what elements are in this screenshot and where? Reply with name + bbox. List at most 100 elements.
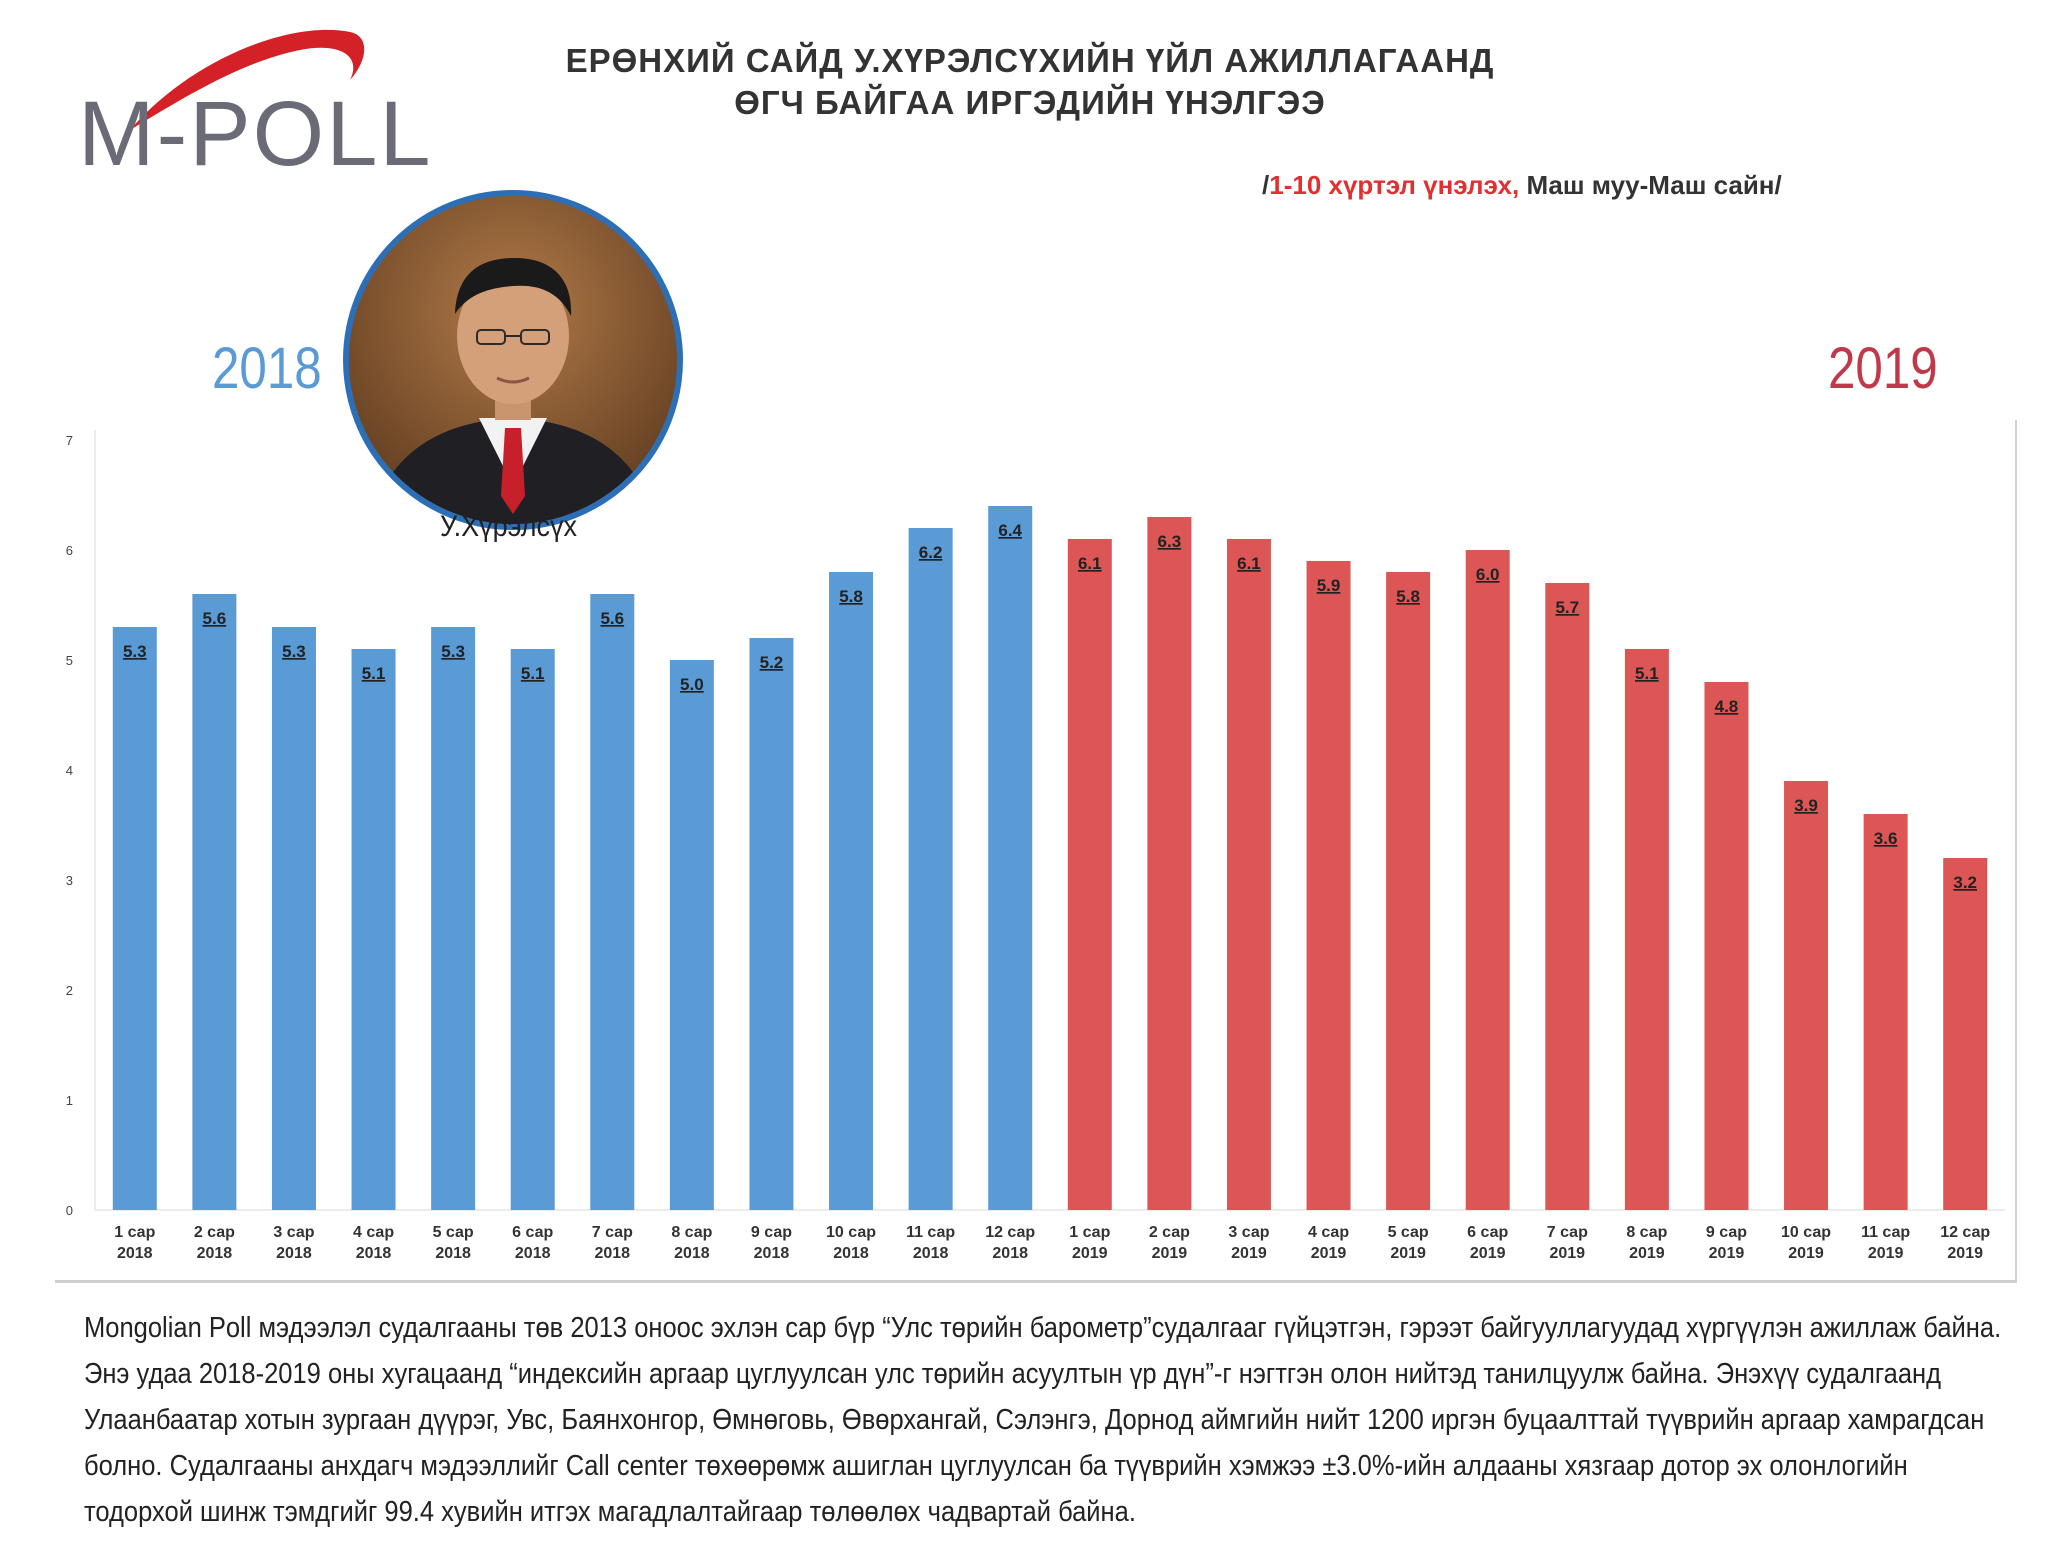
x-tick-label-year: 2018 <box>594 1245 630 1262</box>
x-tick-label-month: 3 сар <box>1228 1224 1269 1241</box>
portrait-caption: У.Хүрэлсүх <box>440 510 578 543</box>
x-tick-label-month: 7 сар <box>1547 1224 1588 1241</box>
x-tick-label-month: 8 сар <box>671 1224 712 1241</box>
bar-value-label: 5.2 <box>760 653 784 672</box>
x-tick-label-year: 2018 <box>674 1245 710 1262</box>
bar-value-label: 4.8 <box>1715 697 1739 716</box>
y-tick-label: 4 <box>66 763 73 778</box>
y-tick-label: 5 <box>66 653 73 668</box>
bar-value-label: 5.9 <box>1317 576 1341 595</box>
x-tick-label-month: 7 сар <box>592 1224 633 1241</box>
y-tick-label: 6 <box>66 543 73 558</box>
scale-note-rest: Маш муу-Маш сайн/ <box>1519 170 1782 200</box>
scale-note-red: 1-10 хүртэл үнэлэх, <box>1269 170 1520 200</box>
bar <box>988 506 1033 1210</box>
bar-value-label: 5.3 <box>123 642 147 661</box>
x-tick-label-month: 4 сар <box>1308 1224 1349 1241</box>
x-tick-label-month: 6 сар <box>1467 1224 1508 1241</box>
person-portrait-icon <box>349 196 677 524</box>
bar <box>1386 572 1431 1210</box>
rating-scale-note: /1-10 хүртэл үнэлэх, Маш муу-Маш сайн/ <box>1262 170 1782 201</box>
bar-value-label: 5.8 <box>1396 587 1420 606</box>
bar <box>1226 539 1271 1210</box>
year-label-2018: 2018 <box>212 336 322 401</box>
bar <box>749 638 794 1210</box>
x-tick-label-month: 1 сар <box>1069 1224 1110 1241</box>
x-tick-label-month: 5 сар <box>1388 1224 1429 1241</box>
bar <box>1306 561 1351 1210</box>
bar <box>669 660 714 1210</box>
bar <box>1147 517 1192 1210</box>
year-label-2019: 2019 <box>1828 336 1938 401</box>
bar-value-label: 3.6 <box>1874 829 1898 848</box>
bar-value-label: 5.0 <box>680 675 704 694</box>
bar-value-label: 5.3 <box>441 642 465 661</box>
bar-value-label: 6.1 <box>1237 554 1261 573</box>
title-line-1: ЕРӨНХИЙ САЙД У.ХҮРЭЛСҮХИЙН ҮЙЛ АЖИЛЛАГАА… <box>565 42 1495 79</box>
x-tick-label-year: 2019 <box>1470 1245 1506 1262</box>
bar <box>829 572 874 1210</box>
x-tick-label-month: 8 сар <box>1626 1224 1667 1241</box>
x-tick-label-month: 4 сар <box>353 1224 394 1241</box>
x-tick-label-month: 10 сар <box>826 1224 876 1241</box>
y-tick-label: 1 <box>66 1093 73 1108</box>
y-tick-label: 7 <box>66 433 73 448</box>
bar <box>1465 550 1510 1210</box>
bar <box>1545 583 1590 1210</box>
bar-value-label: 6.2 <box>919 543 943 562</box>
logo-text: M-POLL <box>78 83 433 185</box>
scale-note-open: / <box>1262 170 1270 200</box>
bar-value-label: 5.7 <box>1555 598 1579 617</box>
bar-value-label: 3.2 <box>1953 873 1977 892</box>
bar-value-label: 5.1 <box>521 664 545 683</box>
bar <box>1943 858 1988 1210</box>
mpoll-logo: M-POLL <box>70 20 431 180</box>
x-tick-label-year: 2019 <box>1788 1245 1824 1262</box>
bar-value-label: 5.6 <box>600 609 624 628</box>
y-tick-label: 2 <box>66 983 73 998</box>
x-tick-label-month: 10 сар <box>1781 1224 1831 1241</box>
bar <box>1067 539 1112 1210</box>
bar <box>590 594 635 1210</box>
title-line-2: ӨГЧ БАЙГАА ИРГЭДИЙН ҮНЭЛГЭЭ <box>734 84 1326 121</box>
bar-value-label: 5.6 <box>203 609 227 628</box>
bar-chart: 0 1 2 3 4 5 6 7 5.3 1 сар 2018 5.6 2 сар 2018 5.3 3 сар… <box>55 420 2017 1283</box>
bar-value-label: 5.3 <box>282 642 306 661</box>
x-tick-label-year: 2018 <box>515 1245 551 1262</box>
x-tick-label-year: 2019 <box>1709 1245 1745 1262</box>
x-tick-label-year: 2018 <box>754 1245 790 1262</box>
bar <box>351 649 396 1210</box>
bar-value-label: 6.0 <box>1476 565 1500 584</box>
logo-swoosh-icon <box>130 29 365 130</box>
x-tick-label-month: 1 сар <box>114 1224 155 1241</box>
y-tick-label: 0 <box>66 1203 73 1218</box>
bar <box>1704 682 1749 1210</box>
x-tick-label-month: 6 сар <box>512 1224 553 1241</box>
bar-chart-svg: 0 1 2 3 4 5 6 7 5.3 1 сар 2018 5.6 2 сар 2018 5.3 3 сар… <box>66 430 2005 1262</box>
bar-value-label: 6.1 <box>1078 554 1102 573</box>
x-tick-label-year: 2019 <box>1947 1245 1983 1262</box>
x-tick-label-year: 2018 <box>276 1245 312 1262</box>
x-tick-label-month: 11 сар <box>1861 1224 1910 1241</box>
portrait-photo <box>343 190 683 530</box>
bar <box>1863 814 1908 1210</box>
methodology-note: Mongolian Poll мэдээлэл судалгааны төв 2… <box>84 1312 2002 1528</box>
y-tick-label: 3 <box>66 873 73 888</box>
x-tick-label-month: 2 сар <box>194 1224 235 1241</box>
x-tick-label-month: 12 сар <box>985 1224 1035 1241</box>
x-tick-label-year: 2018 <box>913 1245 949 1262</box>
bar <box>112 627 157 1210</box>
x-tick-label-month: 9 сар <box>1706 1224 1747 1241</box>
x-tick-label-year: 2019 <box>1152 1245 1188 1262</box>
bar <box>431 627 476 1210</box>
x-tick-label-month: 2 сар <box>1149 1224 1190 1241</box>
x-tick-label-year: 2019 <box>1868 1245 1904 1262</box>
bar-value-label: 5.1 <box>362 664 386 683</box>
bar-value-label: 3.9 <box>1794 796 1818 815</box>
bar-value-label: 5.8 <box>839 587 863 606</box>
x-tick-label-month: 9 сар <box>751 1224 792 1241</box>
x-tick-label-month: 5 сар <box>433 1224 474 1241</box>
x-tick-label-year: 2019 <box>1231 1245 1267 1262</box>
x-tick-label-year: 2018 <box>197 1245 233 1262</box>
x-tick-label-month: 3 сар <box>273 1224 314 1241</box>
